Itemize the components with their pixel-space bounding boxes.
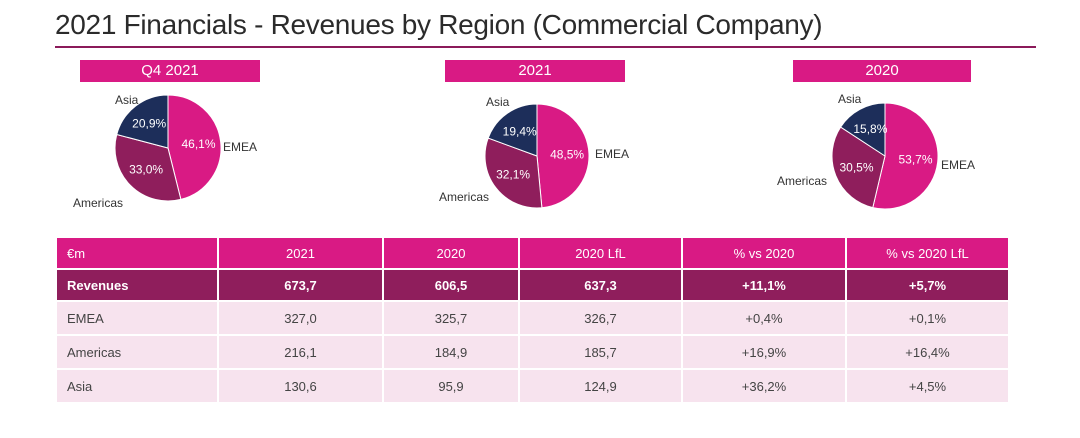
- pie-slice-emea: [167, 94, 222, 201]
- slice-category-label: Asia: [115, 93, 139, 107]
- table-row-americas: Americas 216,1 184,9 185,7 +16,9% +16,4%: [57, 336, 1008, 368]
- pie-chart-q4-2021: Q4 2021 46,1% EMEA 33,0% Americas 20,9% Asia: [55, 60, 355, 220]
- table-cell: +11,1%: [683, 270, 845, 300]
- slice-category-label: Americas: [73, 196, 123, 210]
- slice-value-label: 32,1%: [496, 167, 530, 181]
- slice-value-label: 33,0%: [129, 163, 163, 177]
- table-cell: +16,9%: [683, 336, 845, 368]
- title-underline: [55, 46, 1036, 48]
- table-cell: 606,5: [384, 270, 518, 300]
- table-row-emea: EMEA 327,0 325,7 326,7 +0,4% +0,1%: [57, 302, 1008, 334]
- pie-slice-emea: [872, 102, 939, 210]
- slice-value-label: 15,8%: [853, 122, 887, 136]
- table-cell: 184,9: [384, 336, 518, 368]
- table-cell: +4,5%: [847, 370, 1008, 402]
- slice-value-label: 48,5%: [550, 148, 584, 162]
- chart-title: Q4 2021: [80, 60, 260, 82]
- slice-value-label: 20,9%: [132, 117, 166, 131]
- table-cell: Americas: [57, 336, 217, 368]
- header-pct-vs-2020-lfl: % vs 2020 LfL: [847, 238, 1008, 268]
- pie-svg: 46,1% EMEA 33,0% Americas 20,9% Asia: [73, 93, 257, 210]
- table-cell: 185,7: [520, 336, 681, 368]
- chart-title: 2021: [445, 60, 625, 82]
- header-2020-lfl: 2020 LfL: [520, 238, 681, 268]
- header-2021: 2021: [219, 238, 382, 268]
- pie-slice-americas: [484, 137, 543, 209]
- chart-title: 2020: [793, 60, 971, 82]
- pie-slice-asia: [116, 94, 169, 149]
- slice-value-label: 30,5%: [839, 160, 873, 174]
- header-2020: 2020: [384, 238, 518, 268]
- pie-chart-2021: 2021 48,5% EMEA 32,1% Americas 19,4% Asia: [420, 60, 720, 220]
- table-cell: +0,4%: [683, 302, 845, 334]
- slice-category-label: EMEA: [595, 147, 629, 161]
- table-cell: 673,7: [219, 270, 382, 300]
- table-row-revenues: Revenues 673,7 606,5 637,3 +11,1% +5,7%: [57, 270, 1008, 300]
- table-cell: 130,6: [219, 370, 382, 402]
- table-cell: 637,3: [520, 270, 681, 300]
- slice-category-label: EMEA: [941, 158, 975, 172]
- page-title: 2021 Financials - Revenues by Region (Co…: [55, 9, 823, 40]
- slice-value-label: 46,1%: [181, 137, 215, 151]
- table-cell: 325,7: [384, 302, 518, 334]
- pie-slice-americas: [114, 133, 182, 202]
- slice-category-label: Asia: [838, 92, 862, 106]
- header-unit: €m: [57, 238, 217, 268]
- pie-svg: 48,5% EMEA 32,1% Americas 19,4% Asia: [439, 95, 629, 209]
- revenue-table: €m 2021 2020 2020 LfL % vs 2020 % vs 202…: [55, 236, 1010, 404]
- slice-value-label: 19,4%: [503, 124, 537, 138]
- table-cell: +5,7%: [847, 270, 1008, 300]
- slice-category-label: Asia: [486, 95, 510, 109]
- table-cell: 124,9: [520, 370, 681, 402]
- table-cell: +16,4%: [847, 336, 1008, 368]
- table-cell: 327,0: [219, 302, 382, 334]
- table-cell: Asia: [57, 370, 217, 402]
- table-cell: 326,7: [520, 302, 681, 334]
- table-cell: +0,1%: [847, 302, 1008, 334]
- table-header-row: €m 2021 2020 2020 LfL % vs 2020 % vs 202…: [57, 238, 1008, 268]
- slice-category-label: Americas: [439, 190, 489, 204]
- pie-svg: 53,7% EMEA 30,5% Americas 15,8% Asia: [777, 92, 975, 210]
- pie-slice-emea: [536, 103, 590, 209]
- pie-chart-2020: 2020 53,7% EMEA 30,5% Americas 15,8% Asia: [765, 60, 1065, 220]
- slice-category-label: EMEA: [223, 140, 257, 154]
- pie-slice-asia: [839, 102, 886, 157]
- table-row-asia: Asia 130,6 95,9 124,9 +36,2% +4,5%: [57, 370, 1008, 402]
- table-cell: 95,9: [384, 370, 518, 402]
- slice-category-label: Americas: [777, 174, 827, 188]
- table-cell: +36,2%: [683, 370, 845, 402]
- table-cell: 216,1: [219, 336, 382, 368]
- pie-slice-americas: [831, 126, 886, 209]
- header-pct-vs-2020: % vs 2020: [683, 238, 845, 268]
- table-cell: EMEA: [57, 302, 217, 334]
- pie-slice-asia: [487, 103, 538, 157]
- table-cell: Revenues: [57, 270, 217, 300]
- slice-value-label: 53,7%: [898, 153, 932, 167]
